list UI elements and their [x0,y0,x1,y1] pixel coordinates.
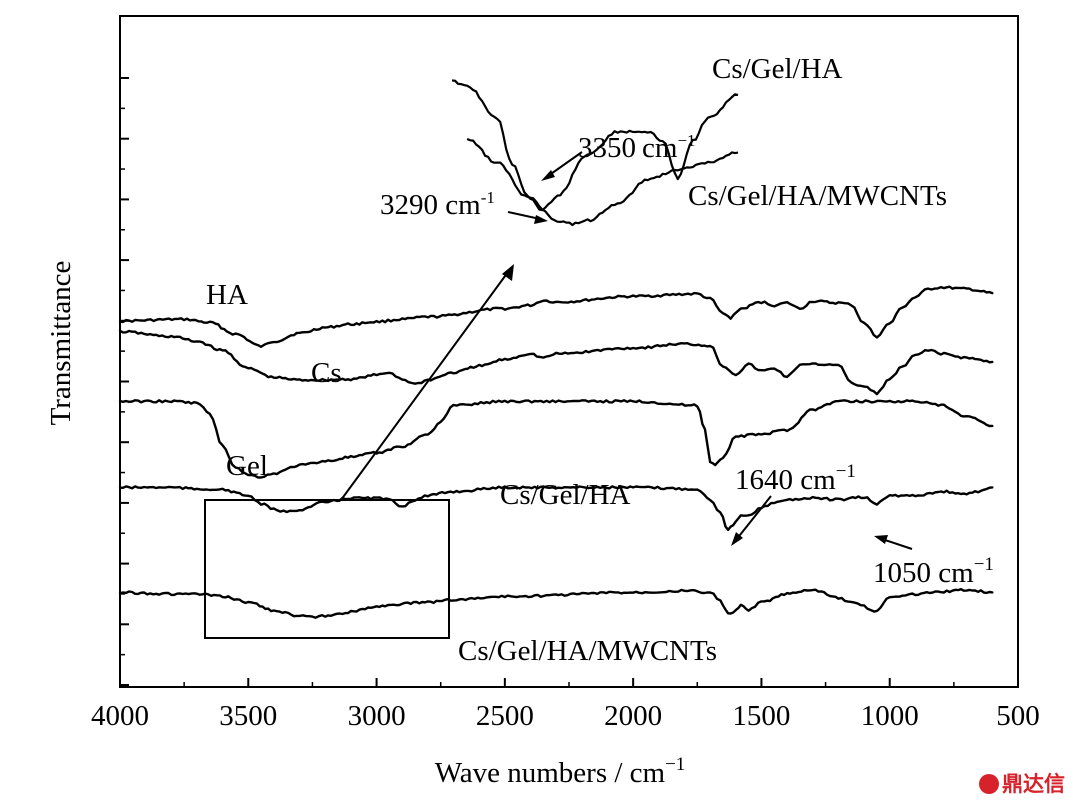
inset-annotation-3350: 3350 cm−1 [578,131,696,164]
inset-label-cs-gel-ha-mwcnts: Cs/Gel/HA/MWCNTs [688,180,947,212]
series-curves [118,285,994,619]
zoom-pointer-arrow-head [502,264,514,281]
watermark-text: 鼎达信 [1002,772,1065,796]
curve-ha [118,285,994,348]
x-tick-label: 1500 [732,700,790,732]
series-label-ha: HA [206,279,248,311]
series-label-cs: Cs [311,357,342,389]
arrow-3350 [547,151,583,177]
x-tick-label: 3500 [219,700,277,732]
arrow-3290-head [534,215,548,224]
zoom-pointer-arrow [340,271,509,501]
curve-cs-gel-ha-mwcnts [118,588,994,619]
inset-curve-cs-gel-ha-mwcnts [466,137,739,227]
x-tick-label: 3000 [348,700,406,732]
annotation-1050: 1050 cm−1 [873,554,994,589]
annotation-1640: 1640 cm−1 [735,461,856,496]
arrow-1640 [735,495,772,541]
x-axis-ticks: 4000 3500 3000 2500 2000 1500 1000 500 [91,678,1040,732]
zoom-region-box [204,499,450,639]
arrow-1050-head [874,535,888,544]
arrow-1050 [881,538,913,550]
inset-curve-cs-gel-ha [451,79,739,212]
y-axis-ticks [120,77,129,686]
inset-annotation-3290: 3290 cm-1 [380,188,495,221]
series-label-gel: Gel [226,450,268,482]
curve-gel [118,399,994,479]
series-label-cs-gel-ha: Cs/Gel/HA [500,479,631,511]
inset-zoom [451,79,739,227]
arrow-3290 [507,211,541,220]
arrow-3350-head [541,170,555,181]
arrow-1640-head [731,532,743,546]
series-label-cs-gel-ha-mwcnts: Cs/Gel/HA/MWCNTs [458,635,717,667]
watermark: 鼎达信 [979,768,1065,798]
x-tick-label: 2500 [476,700,534,732]
x-axis-label: Wave numbers / cm−1 [435,754,686,789]
curve-cs-gel-ha [118,485,994,532]
x-tick-label: 2000 [604,700,662,732]
y-axis-label: Transmittance [45,261,77,426]
x-tick-label: 500 [996,700,1040,732]
curve-cs [118,329,994,396]
watermark-logo-icon [979,774,999,794]
x-tick-label: 1000 [861,700,919,732]
inset-label-cs-gel-ha: Cs/Gel/HA [712,53,843,85]
x-tick-label: 4000 [91,700,149,732]
